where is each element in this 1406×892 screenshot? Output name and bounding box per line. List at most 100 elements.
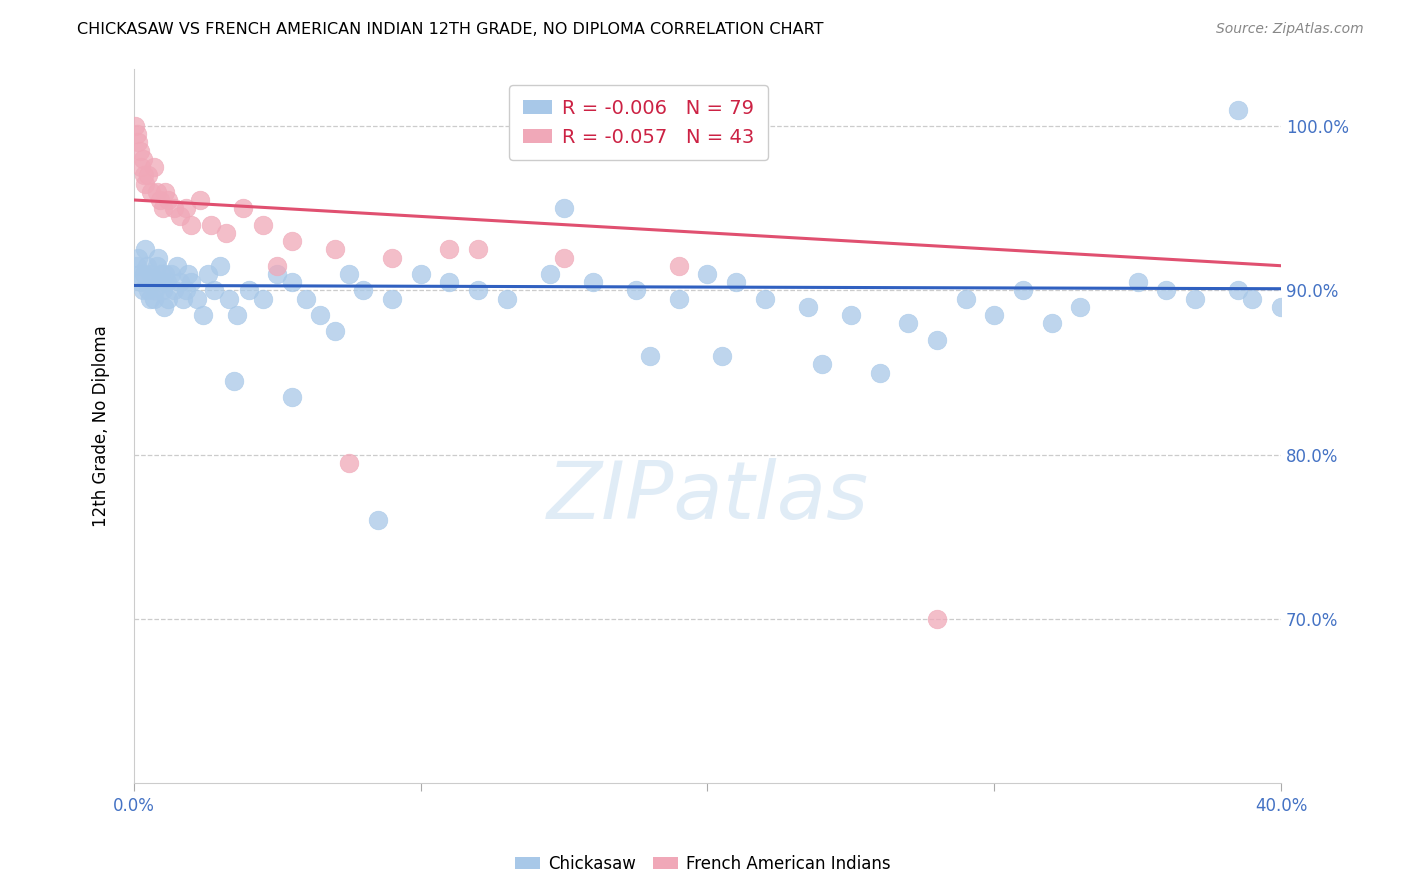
Point bbox=[143, 160, 166, 174]
Point bbox=[128, 267, 150, 281]
Point bbox=[136, 169, 159, 183]
Point bbox=[367, 513, 389, 527]
Point bbox=[131, 152, 153, 166]
Point bbox=[280, 275, 302, 289]
Point bbox=[166, 259, 188, 273]
Point bbox=[150, 267, 173, 281]
Point bbox=[129, 275, 152, 289]
Point bbox=[202, 284, 225, 298]
Point bbox=[1040, 316, 1063, 330]
Point bbox=[146, 259, 169, 273]
Point bbox=[1241, 292, 1264, 306]
Point bbox=[309, 308, 332, 322]
Point bbox=[186, 292, 208, 306]
Point bbox=[145, 284, 167, 298]
Point bbox=[1184, 292, 1206, 306]
Point bbox=[1126, 275, 1149, 289]
Point bbox=[141, 267, 163, 281]
Point bbox=[169, 210, 191, 224]
Point bbox=[224, 374, 246, 388]
Point bbox=[135, 259, 157, 273]
Point bbox=[238, 284, 260, 298]
Point bbox=[266, 267, 288, 281]
Point bbox=[337, 456, 360, 470]
Point bbox=[668, 259, 690, 273]
Point bbox=[252, 292, 274, 306]
Point bbox=[188, 193, 211, 207]
Point bbox=[538, 267, 561, 281]
Point bbox=[323, 325, 346, 339]
Point bbox=[131, 284, 153, 298]
Point bbox=[153, 300, 176, 314]
Point bbox=[134, 177, 156, 191]
Point bbox=[138, 292, 160, 306]
Point bbox=[280, 234, 302, 248]
Point bbox=[725, 275, 748, 289]
Point bbox=[177, 267, 200, 281]
Point bbox=[710, 349, 733, 363]
Point bbox=[467, 284, 489, 298]
Point bbox=[897, 316, 920, 330]
Text: CHICKASAW VS FRENCH AMERICAN INDIAN 12TH GRADE, NO DIPLOMA CORRELATION CHART: CHICKASAW VS FRENCH AMERICAN INDIAN 12TH… bbox=[77, 22, 824, 37]
Point bbox=[127, 136, 149, 150]
Point bbox=[439, 242, 461, 256]
Legend: R = -0.006   N = 79, R = -0.057   N = 43: R = -0.006 N = 79, R = -0.057 N = 43 bbox=[509, 86, 768, 161]
Point bbox=[869, 366, 891, 380]
Point bbox=[132, 267, 155, 281]
Point bbox=[180, 218, 202, 232]
Point bbox=[252, 218, 274, 232]
Point bbox=[323, 242, 346, 256]
Point bbox=[149, 193, 172, 207]
Point bbox=[1154, 284, 1177, 298]
Point bbox=[149, 275, 172, 289]
Point bbox=[157, 193, 180, 207]
Point bbox=[156, 275, 179, 289]
Point bbox=[141, 185, 163, 199]
Point bbox=[668, 292, 690, 306]
Point bbox=[146, 185, 169, 199]
Point bbox=[148, 251, 170, 265]
Point bbox=[467, 242, 489, 256]
Point bbox=[1012, 284, 1035, 298]
Point bbox=[136, 284, 159, 298]
Point bbox=[128, 144, 150, 158]
Point bbox=[208, 259, 231, 273]
Point bbox=[352, 284, 374, 298]
Point bbox=[125, 128, 148, 142]
Point bbox=[160, 267, 183, 281]
Point bbox=[124, 119, 146, 133]
Point bbox=[696, 267, 718, 281]
Point bbox=[127, 251, 149, 265]
Point bbox=[553, 201, 575, 215]
Point bbox=[1226, 103, 1249, 117]
Point bbox=[152, 284, 174, 298]
Point bbox=[163, 201, 186, 215]
Point bbox=[129, 160, 152, 174]
Text: Source: ZipAtlas.com: Source: ZipAtlas.com bbox=[1216, 22, 1364, 37]
Point bbox=[1270, 300, 1292, 314]
Point bbox=[157, 292, 180, 306]
Point bbox=[155, 185, 177, 199]
Point bbox=[152, 201, 174, 215]
Point bbox=[132, 169, 155, 183]
Point bbox=[955, 292, 977, 306]
Point bbox=[280, 390, 302, 404]
Point bbox=[381, 292, 404, 306]
Point bbox=[172, 292, 194, 306]
Point bbox=[381, 251, 404, 265]
Y-axis label: 12th Grade, No Diploma: 12th Grade, No Diploma bbox=[93, 325, 110, 527]
Point bbox=[553, 251, 575, 265]
Text: ZIPatlas: ZIPatlas bbox=[547, 458, 869, 536]
Point bbox=[839, 308, 862, 322]
Point bbox=[638, 349, 661, 363]
Point bbox=[811, 357, 834, 371]
Point bbox=[925, 333, 948, 347]
Point bbox=[218, 292, 240, 306]
Point bbox=[582, 275, 605, 289]
Point bbox=[925, 612, 948, 626]
Point bbox=[191, 308, 214, 322]
Point bbox=[983, 308, 1005, 322]
Point bbox=[797, 300, 820, 314]
Point bbox=[495, 292, 517, 306]
Point bbox=[409, 267, 432, 281]
